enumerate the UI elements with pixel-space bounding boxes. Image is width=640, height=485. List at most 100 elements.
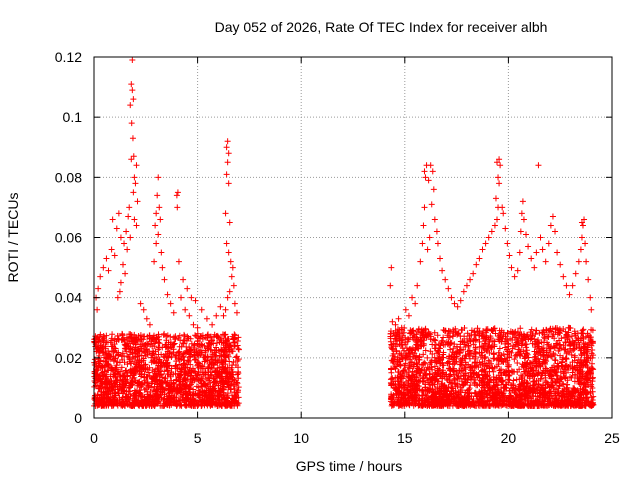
- data-point: [213, 344, 220, 351]
- data-point: [110, 358, 117, 365]
- data-point: [550, 401, 557, 408]
- data-point: [173, 192, 180, 199]
- data-point: [108, 335, 115, 342]
- data-point: [465, 343, 472, 350]
- data-point: [503, 346, 510, 353]
- data-point: [98, 397, 105, 404]
- data-point: [496, 180, 503, 187]
- data-point: [458, 387, 465, 394]
- data-point: [190, 321, 197, 328]
- data-point: [490, 393, 497, 400]
- data-point: [142, 361, 149, 368]
- data-point: [109, 386, 116, 393]
- data-point: [184, 357, 191, 364]
- data-point: [199, 349, 206, 356]
- data-point: [566, 391, 573, 398]
- data-point: [170, 341, 177, 348]
- data-point: [570, 388, 577, 395]
- data-point: [449, 380, 456, 387]
- data-point: [117, 368, 124, 375]
- data-point: [523, 344, 530, 351]
- data-point: [483, 381, 490, 388]
- data-point: [486, 378, 493, 385]
- data-point: [119, 331, 126, 338]
- data-point: [114, 358, 121, 365]
- data-point: [463, 402, 470, 409]
- data-point: [134, 353, 141, 360]
- data-point: [155, 362, 162, 369]
- data-point: [577, 246, 584, 253]
- data-point: [517, 228, 524, 235]
- data-point: [182, 377, 189, 384]
- data-point: [392, 343, 399, 350]
- data-point: [210, 375, 217, 382]
- data-point: [444, 377, 451, 384]
- data-point: [143, 315, 150, 322]
- data-point: [416, 378, 423, 385]
- data-point: [514, 267, 521, 274]
- data-point: [582, 240, 589, 247]
- data-point: [460, 382, 467, 389]
- data-point: [522, 386, 529, 393]
- data-point: [556, 341, 563, 348]
- data-point: [440, 362, 447, 369]
- data-point: [497, 162, 504, 169]
- data-point: [123, 398, 130, 405]
- data-point: [432, 357, 439, 364]
- data-point: [195, 364, 202, 371]
- data-point: [402, 360, 409, 367]
- data-point: [406, 374, 413, 381]
- data-point: [219, 377, 226, 384]
- data-point: [559, 387, 566, 394]
- data-point: [168, 369, 175, 376]
- data-point: [191, 390, 198, 397]
- data-point: [481, 367, 488, 374]
- data-point: [563, 386, 570, 393]
- data-point: [578, 359, 585, 366]
- data-point: [165, 354, 172, 361]
- data-point: [224, 138, 231, 145]
- data-point: [501, 356, 508, 363]
- data-point: [111, 400, 118, 407]
- data-point: [219, 361, 226, 368]
- data-point: [198, 333, 205, 340]
- data-point: [559, 359, 566, 366]
- data-point: [162, 374, 169, 381]
- data-point: [133, 365, 140, 371]
- data-point: [438, 338, 445, 345]
- data-point: [389, 318, 396, 325]
- data-point: [434, 365, 441, 372]
- data-point: [468, 367, 475, 374]
- data-point: [445, 383, 452, 390]
- data-point: [563, 381, 570, 388]
- y-tick-label: 0.02: [55, 350, 82, 366]
- data-point: [196, 388, 203, 395]
- data-point: [510, 377, 517, 384]
- data-point: [445, 372, 452, 379]
- data-point: [135, 333, 142, 340]
- data-point: [151, 388, 158, 395]
- x-tick-label: 0: [90, 430, 98, 446]
- data-point: [532, 331, 539, 338]
- data-point: [481, 398, 488, 405]
- data-point: [234, 389, 241, 396]
- data-point: [450, 372, 457, 379]
- data-point: [579, 222, 586, 229]
- data-point: [443, 396, 450, 403]
- data-point: [115, 210, 122, 217]
- data-point: [458, 346, 465, 353]
- data-point: [231, 343, 238, 350]
- data-point: [119, 372, 126, 379]
- data-point: [149, 367, 156, 374]
- data-point: [191, 368, 198, 375]
- data-point: [508, 368, 515, 375]
- data-point: [111, 252, 118, 259]
- data-point: [490, 325, 497, 332]
- data-point: [583, 362, 590, 369]
- data-point: [518, 210, 525, 217]
- data-point: [552, 329, 559, 336]
- data-point: [437, 342, 444, 349]
- data-point: [485, 234, 492, 241]
- data-point: [422, 326, 429, 333]
- data-point: [486, 339, 493, 346]
